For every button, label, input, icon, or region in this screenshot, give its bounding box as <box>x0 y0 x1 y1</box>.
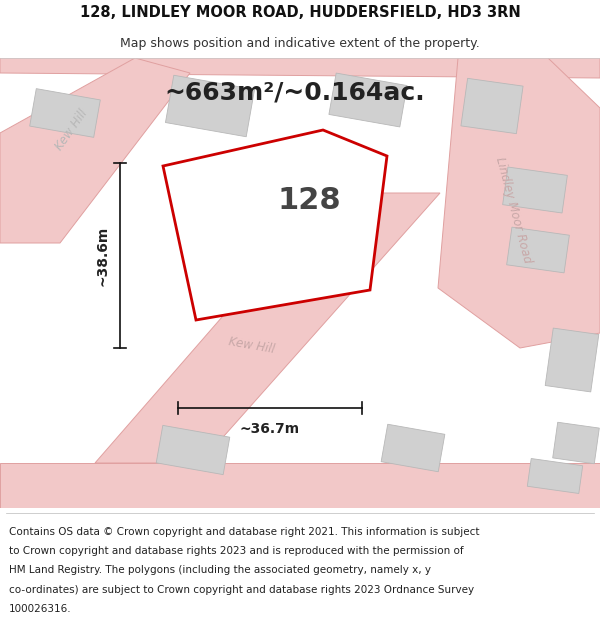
Polygon shape <box>0 58 190 243</box>
Text: Contains OS data © Crown copyright and database right 2021. This information is : Contains OS data © Crown copyright and d… <box>9 527 479 537</box>
Text: ~36.7m: ~36.7m <box>240 422 300 436</box>
Polygon shape <box>0 58 600 78</box>
Text: to Crown copyright and database rights 2023 and is reproduced with the permissio: to Crown copyright and database rights 2… <box>9 546 464 556</box>
Polygon shape <box>228 164 296 216</box>
Polygon shape <box>527 459 583 494</box>
Text: co-ordinates) are subject to Crown copyright and database rights 2023 Ordnance S: co-ordinates) are subject to Crown copyr… <box>9 584 474 594</box>
Text: Kew Hill: Kew Hill <box>228 336 276 356</box>
Polygon shape <box>553 422 599 464</box>
Polygon shape <box>438 58 600 348</box>
Polygon shape <box>0 463 600 508</box>
Polygon shape <box>29 89 100 138</box>
Text: 128: 128 <box>278 186 341 215</box>
Polygon shape <box>461 78 523 134</box>
Text: HM Land Registry. The polygons (including the associated geometry, namely x, y: HM Land Registry. The polygons (includin… <box>9 566 431 576</box>
Polygon shape <box>381 424 445 472</box>
Text: 100026316.: 100026316. <box>9 604 71 614</box>
Polygon shape <box>329 73 407 127</box>
Polygon shape <box>281 216 334 256</box>
Text: Map shows position and indicative extent of the property.: Map shows position and indicative extent… <box>120 37 480 50</box>
Text: Lindley Moor Road: Lindley Moor Road <box>493 156 533 264</box>
Polygon shape <box>166 75 254 137</box>
Polygon shape <box>156 426 230 474</box>
Polygon shape <box>95 193 440 463</box>
Text: ~38.6m: ~38.6m <box>96 226 110 286</box>
Polygon shape <box>163 130 387 320</box>
Text: Kew Hill: Kew Hill <box>53 107 91 153</box>
Polygon shape <box>545 328 599 392</box>
Polygon shape <box>506 227 569 273</box>
Text: ~663m²/~0.164ac.: ~663m²/~0.164ac. <box>164 81 425 105</box>
Polygon shape <box>503 167 568 213</box>
Text: 128, LINDLEY MOOR ROAD, HUDDERSFIELD, HD3 3RN: 128, LINDLEY MOOR ROAD, HUDDERSFIELD, HD… <box>80 5 520 20</box>
